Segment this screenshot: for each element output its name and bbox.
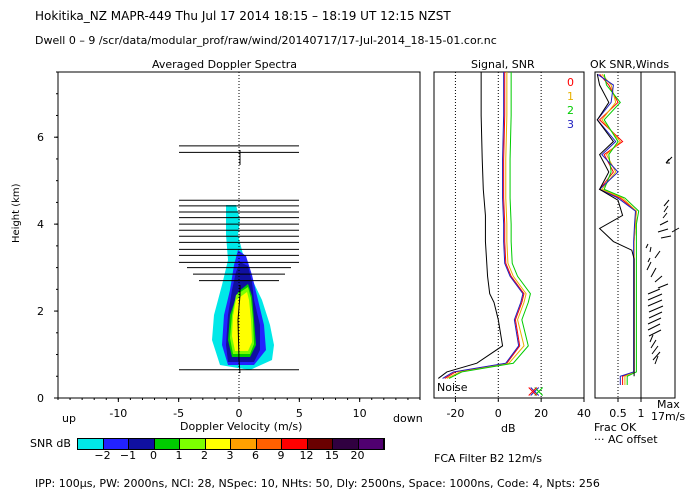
colorbar-label: −1	[119, 449, 137, 462]
legend-entry-3: 3	[567, 118, 574, 131]
wind-arrow	[657, 220, 680, 239]
max-value-label: 17m/s	[651, 410, 686, 423]
legend-entry-2: 2	[567, 104, 574, 117]
winds-x-tick-label: 1	[638, 407, 645, 420]
colorbar-label: 20	[350, 449, 365, 462]
signal-x-axis-title: dB	[501, 422, 516, 435]
colorbar-swatch	[282, 439, 308, 449]
frac-ok-label: Frac OK	[594, 421, 637, 434]
winds-series-black	[596, 74, 635, 377]
snr-colorbar	[77, 438, 385, 450]
wind-arrows	[645, 156, 680, 365]
signal-series-3	[442, 72, 524, 379]
noise-marker	[528, 387, 538, 396]
colorbar-label: 12	[299, 449, 314, 462]
colorbar-swatch	[256, 439, 282, 449]
radar-parameters: IPP: 100μs, PW: 2000ns, NCI: 28, NSpec: …	[35, 477, 600, 490]
y-tick-label: 4	[37, 218, 44, 231]
colorbar-label: 15	[325, 449, 339, 462]
signal-snr-title: Signal, SNR	[471, 58, 535, 71]
colorbar-swatch	[129, 439, 155, 449]
x-axis-end-label-up: up	[62, 412, 76, 425]
spectra-heatmap	[212, 205, 274, 370]
colorbar-label: 6	[252, 449, 259, 462]
legend-entry-0: 0	[567, 76, 574, 89]
colorbar-label: 1	[175, 449, 183, 462]
winds-series-2	[603, 74, 640, 385]
x-tick-label: -10	[109, 407, 127, 420]
y-tick-label: 2	[37, 305, 44, 318]
colorbar-label: 0	[150, 449, 157, 462]
wind-arrow	[665, 156, 673, 164]
colorbar-swatch	[307, 439, 333, 449]
y-axis-title: Height (km)	[11, 183, 22, 243]
colorbar-label: −2	[94, 449, 111, 462]
signal-panel: -20 0 20 40	[437, 72, 591, 420]
x-tick-label: 0	[236, 407, 243, 420]
wind-arrow	[649, 334, 661, 365]
signal-x-tick-label: -20	[446, 407, 464, 420]
doppler-spectra-title: Averaged Doppler Spectra	[152, 58, 298, 71]
colorbar-swatch	[333, 439, 359, 449]
signal-x-tick-label: 40	[577, 407, 591, 420]
colorbar-labels: −2 −1 0 1 2 3 6 9 12 15 20	[77, 449, 383, 463]
x-axis-end-label-down: down	[393, 412, 423, 425]
wind-arrow	[647, 288, 664, 313]
colorbar-swatch	[205, 439, 231, 449]
wind-arrow	[647, 311, 663, 337]
colorbar-swatch	[154, 439, 180, 449]
filter-info: FCA Filter B2 12m/s	[434, 452, 542, 465]
colorbar-swatch	[103, 439, 129, 449]
colorbar-label: 9	[277, 449, 285, 462]
x-tick-label: -5	[173, 407, 184, 420]
colorbar-label: 3	[226, 449, 234, 462]
colorbar-swatch	[78, 439, 104, 449]
colorbar-swatch	[358, 439, 384, 449]
x-axis-title: Doppler Velocity (m/s)	[180, 420, 303, 433]
winds-series-1	[601, 73, 637, 385]
signal-series-signal	[437, 72, 504, 379]
snr-region-yellow	[232, 292, 252, 351]
colorbar-label: 2	[201, 449, 208, 462]
signal-series-1	[446, 72, 527, 379]
colorbar-title: SNR dB	[30, 437, 71, 450]
y-tick-label: 0	[37, 392, 44, 405]
signal-series-0	[444, 72, 525, 379]
wind-arrow	[645, 243, 661, 263]
ok-snr-winds-title: OK SNR,Winds	[590, 58, 670, 71]
max-label: Max	[657, 398, 680, 411]
signal-series-2	[448, 72, 531, 379]
spectra-axes: -10 -5 0 5 10 0 2 4 6	[37, 71, 421, 420]
signal-x-tick-label: 20	[534, 407, 548, 420]
y-tick-label: 6	[37, 131, 44, 144]
spectral-peak-trace	[237, 150, 241, 374]
x-tick-label: 10	[353, 407, 367, 420]
noise-marker	[530, 387, 540, 396]
colorbar-swatch	[180, 439, 206, 449]
winds-panel: 0.5 1	[594, 72, 645, 420]
signal-panel-frame	[433, 71, 585, 399]
wind-arrow	[646, 261, 669, 289]
legend-entry-1: 1	[567, 90, 574, 103]
noise-annotation: Noise	[437, 381, 468, 394]
colorbar-swatch	[231, 439, 257, 449]
x-tick-label: 5	[296, 407, 303, 420]
wind-arrow	[662, 199, 670, 219]
signal-x-tick-label: 0	[495, 407, 502, 420]
plot-title-line1: Hokitika_NZ MAPR-449 Thu Jul 17 2014 18:…	[35, 9, 451, 23]
plot-title-line2: Dwell 0 – 9 /scr/data/modular_prof/raw/w…	[35, 34, 497, 47]
winds-x-tick-label: 0.5	[609, 407, 627, 420]
ac-offset-label: ··· AC offset	[594, 433, 658, 446]
